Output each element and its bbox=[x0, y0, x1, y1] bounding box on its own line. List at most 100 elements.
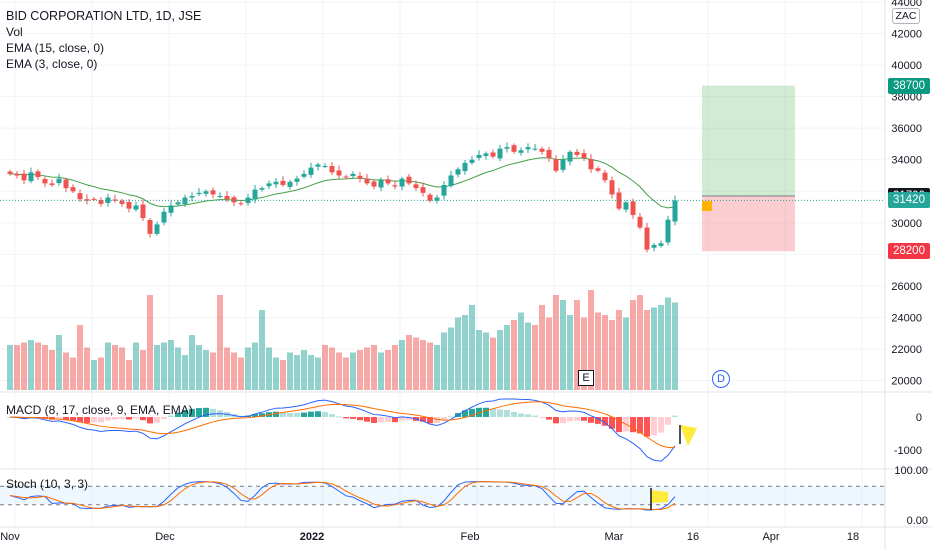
macd-histogram-bar bbox=[63, 417, 69, 420]
volume-bar bbox=[553, 295, 559, 390]
macd-histogram-bar bbox=[196, 408, 202, 417]
volume-bar bbox=[483, 332, 489, 390]
macd-histogram-bar bbox=[287, 412, 293, 417]
stoch-title[interactable]: Stoch (10, 3, 3) bbox=[6, 477, 89, 491]
volume-bar bbox=[581, 317, 587, 390]
macd-histogram-bar bbox=[462, 410, 468, 417]
grid-lines bbox=[0, 0, 885, 527]
volume-bar bbox=[224, 347, 230, 390]
macd-histogram-bar bbox=[385, 417, 391, 423]
stoch-d-line bbox=[9, 481, 676, 511]
candle-body bbox=[238, 203, 244, 205]
macd-title[interactable]: MACD (8, 17, close, 9, EMA, EMA) bbox=[6, 403, 193, 417]
time-tick-label: Dec bbox=[155, 531, 175, 543]
stoch-tick-label: 0.00 bbox=[907, 515, 928, 527]
macd-histogram-bar bbox=[630, 417, 636, 433]
volume-bar bbox=[112, 345, 118, 390]
candle-body bbox=[532, 148, 538, 150]
legend-ema-3[interactable]: EMA (3, close, 0) bbox=[6, 57, 98, 71]
volume-bar bbox=[63, 352, 69, 390]
candle-body bbox=[77, 193, 83, 200]
dividend-marker[interactable]: D bbox=[712, 370, 730, 388]
macd-histogram-bar bbox=[490, 409, 496, 417]
candle-body bbox=[469, 159, 475, 163]
candle-body bbox=[518, 150, 524, 153]
candle-body bbox=[553, 159, 559, 171]
macd-histogram-bar bbox=[644, 417, 650, 437]
macd-histogram-bar bbox=[329, 414, 335, 417]
volume-bars bbox=[7, 290, 678, 390]
chart-title[interactable]: BID CORPORATION LTD, 1D, JSE bbox=[6, 9, 202, 23]
volume-bar bbox=[574, 300, 580, 390]
candle-body bbox=[658, 243, 664, 246]
volume-bar bbox=[266, 347, 272, 390]
candle-body bbox=[448, 175, 454, 186]
legend-ema-15[interactable]: EMA (15, close, 0) bbox=[6, 41, 105, 55]
price-tick-label: 20000 bbox=[891, 376, 922, 388]
earnings-marker[interactable]: E bbox=[578, 370, 594, 386]
volume-bar bbox=[413, 337, 419, 390]
volume-bar bbox=[462, 315, 468, 390]
volume-bar bbox=[623, 317, 629, 390]
candle-body bbox=[672, 200, 678, 222]
volume-bar bbox=[525, 322, 531, 390]
volume-bar bbox=[392, 345, 398, 390]
volume-bar bbox=[56, 335, 62, 390]
macd-histogram-bar bbox=[168, 415, 174, 417]
volume-bar bbox=[329, 347, 335, 390]
macd-histogram-bar bbox=[567, 417, 573, 422]
candle-body bbox=[427, 194, 433, 201]
currency-badge[interactable]: ZAC bbox=[892, 8, 920, 24]
volume-bar bbox=[665, 297, 671, 390]
volume-bar bbox=[378, 352, 384, 390]
volume-bar bbox=[133, 342, 139, 390]
volume-bar bbox=[616, 310, 622, 390]
legend-volume[interactable]: Vol bbox=[6, 25, 23, 39]
candle-body bbox=[91, 198, 97, 200]
volume-bar bbox=[336, 352, 342, 390]
macd-histogram-bar bbox=[518, 413, 524, 417]
candle-body bbox=[329, 166, 335, 173]
macd-histogram-bar bbox=[434, 417, 440, 424]
macd-histogram-bar bbox=[504, 409, 510, 417]
volume-bar bbox=[448, 327, 454, 390]
candle-body bbox=[245, 197, 251, 203]
price-tick-label: 36000 bbox=[891, 123, 922, 135]
candle-body bbox=[588, 159, 594, 170]
volume-bar bbox=[196, 345, 202, 390]
macd-histogram-bar bbox=[672, 415, 678, 417]
macd-histogram-bar bbox=[406, 417, 412, 421]
volume-bar bbox=[539, 305, 545, 390]
candle-body bbox=[182, 197, 188, 205]
time-tick-label: Feb bbox=[461, 531, 480, 543]
macd-annotation-highlight bbox=[680, 425, 697, 446]
macd-histogram-bar bbox=[175, 412, 181, 417]
candle-body bbox=[217, 196, 223, 197]
volume-bar bbox=[399, 340, 405, 390]
volume-bar bbox=[294, 355, 300, 390]
candle-body bbox=[224, 196, 230, 200]
candle-body bbox=[49, 183, 55, 185]
volume-bar bbox=[518, 312, 524, 390]
candle-body bbox=[133, 205, 139, 210]
volume-bar bbox=[406, 335, 412, 390]
volume-bar bbox=[245, 347, 251, 390]
volume-bar bbox=[343, 357, 349, 390]
candle-body bbox=[476, 154, 482, 158]
macd-histogram-bar bbox=[140, 417, 146, 421]
volume-bar bbox=[609, 320, 615, 390]
candle-body bbox=[399, 178, 405, 187]
volume-bar bbox=[301, 350, 307, 390]
candle-body bbox=[350, 173, 356, 177]
candle-body bbox=[189, 196, 195, 198]
macd-histogram-bar bbox=[343, 417, 349, 419]
volume-bar bbox=[98, 357, 104, 390]
macd-histogram-bar bbox=[315, 411, 321, 417]
stoch-pane: 100.00 0.00 bbox=[0, 465, 928, 527]
candle-body bbox=[483, 153, 489, 156]
macd-histogram-bar bbox=[203, 407, 209, 417]
volume-bar bbox=[84, 347, 90, 390]
macd-histogram-bar bbox=[399, 417, 405, 421]
macd-histogram-bar bbox=[441, 417, 447, 421]
